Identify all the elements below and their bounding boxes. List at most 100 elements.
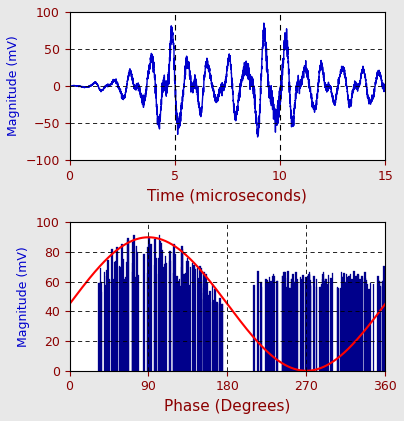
Bar	[322, 280, 324, 371]
Bar	[188, 285, 190, 371]
Bar	[287, 278, 288, 371]
Bar	[101, 292, 102, 371]
Bar	[349, 276, 350, 371]
Bar	[364, 272, 366, 371]
Bar	[332, 273, 333, 371]
Bar	[154, 239, 156, 371]
Bar	[297, 282, 299, 371]
Bar	[200, 268, 202, 371]
Bar	[309, 285, 311, 371]
Bar	[356, 278, 358, 371]
Bar	[181, 266, 182, 371]
Bar	[297, 279, 298, 371]
Bar	[100, 268, 101, 371]
Bar	[328, 275, 329, 371]
Bar	[169, 261, 171, 371]
Bar	[125, 282, 126, 371]
Bar	[133, 235, 135, 371]
Bar	[147, 248, 149, 371]
Bar	[356, 284, 357, 371]
Bar	[292, 274, 294, 371]
Bar	[203, 288, 204, 371]
Bar	[160, 258, 162, 371]
Bar	[111, 249, 113, 371]
Bar	[303, 275, 304, 371]
Bar	[309, 286, 311, 371]
Bar	[283, 286, 285, 371]
Bar	[355, 276, 357, 371]
Bar	[265, 279, 267, 371]
Bar	[162, 250, 163, 371]
Bar	[358, 275, 359, 371]
Bar	[127, 240, 128, 371]
Bar	[127, 238, 129, 371]
Bar	[307, 276, 308, 371]
Bar	[221, 304, 223, 371]
Bar	[148, 237, 150, 371]
Bar	[253, 285, 255, 371]
Bar	[309, 272, 310, 371]
Bar	[213, 304, 215, 371]
Bar	[342, 277, 344, 371]
Bar	[194, 269, 196, 371]
Bar	[126, 261, 128, 371]
Bar	[148, 270, 149, 371]
Bar	[154, 266, 156, 371]
Bar	[222, 304, 223, 371]
Bar	[203, 301, 205, 371]
Bar	[219, 303, 221, 371]
Bar	[106, 269, 107, 371]
Bar	[360, 284, 362, 371]
Bar	[380, 286, 381, 371]
Bar	[266, 280, 267, 371]
Bar	[133, 277, 135, 371]
Bar	[164, 264, 166, 371]
Bar	[176, 276, 178, 371]
Bar	[219, 298, 221, 371]
Bar	[199, 298, 201, 371]
Bar	[270, 280, 272, 371]
Bar	[291, 279, 292, 371]
Bar	[321, 286, 322, 371]
Bar	[345, 282, 346, 371]
Bar	[337, 288, 339, 371]
Bar	[379, 287, 381, 371]
Bar	[348, 278, 349, 371]
Bar	[121, 244, 122, 371]
Bar	[283, 278, 285, 371]
Bar	[137, 275, 139, 371]
Bar	[291, 284, 293, 371]
Bar	[107, 277, 108, 371]
Bar	[133, 272, 134, 371]
Bar	[323, 286, 324, 371]
Bar	[165, 263, 166, 371]
Bar	[205, 274, 207, 371]
Bar	[276, 281, 278, 371]
Bar	[133, 263, 134, 371]
Bar	[119, 266, 120, 371]
Bar	[147, 273, 149, 371]
Bar	[137, 252, 138, 371]
Bar	[119, 267, 121, 371]
Bar	[370, 283, 371, 371]
Bar	[348, 275, 349, 371]
Bar	[122, 259, 124, 371]
Bar	[203, 272, 205, 371]
Bar	[150, 244, 152, 371]
Bar	[114, 262, 116, 371]
Bar	[200, 293, 202, 371]
Bar	[364, 281, 365, 371]
Bar	[286, 287, 288, 371]
Bar	[173, 244, 175, 371]
Bar	[177, 281, 179, 371]
Bar	[123, 279, 125, 371]
Bar	[319, 287, 321, 371]
Bar	[116, 277, 118, 371]
Bar	[173, 272, 175, 371]
Bar	[266, 282, 268, 371]
Y-axis label: Magnitude (mV): Magnitude (mV)	[7, 36, 20, 136]
Bar	[103, 272, 105, 371]
Bar	[365, 280, 367, 371]
Bar	[179, 279, 180, 371]
Bar	[105, 285, 107, 371]
